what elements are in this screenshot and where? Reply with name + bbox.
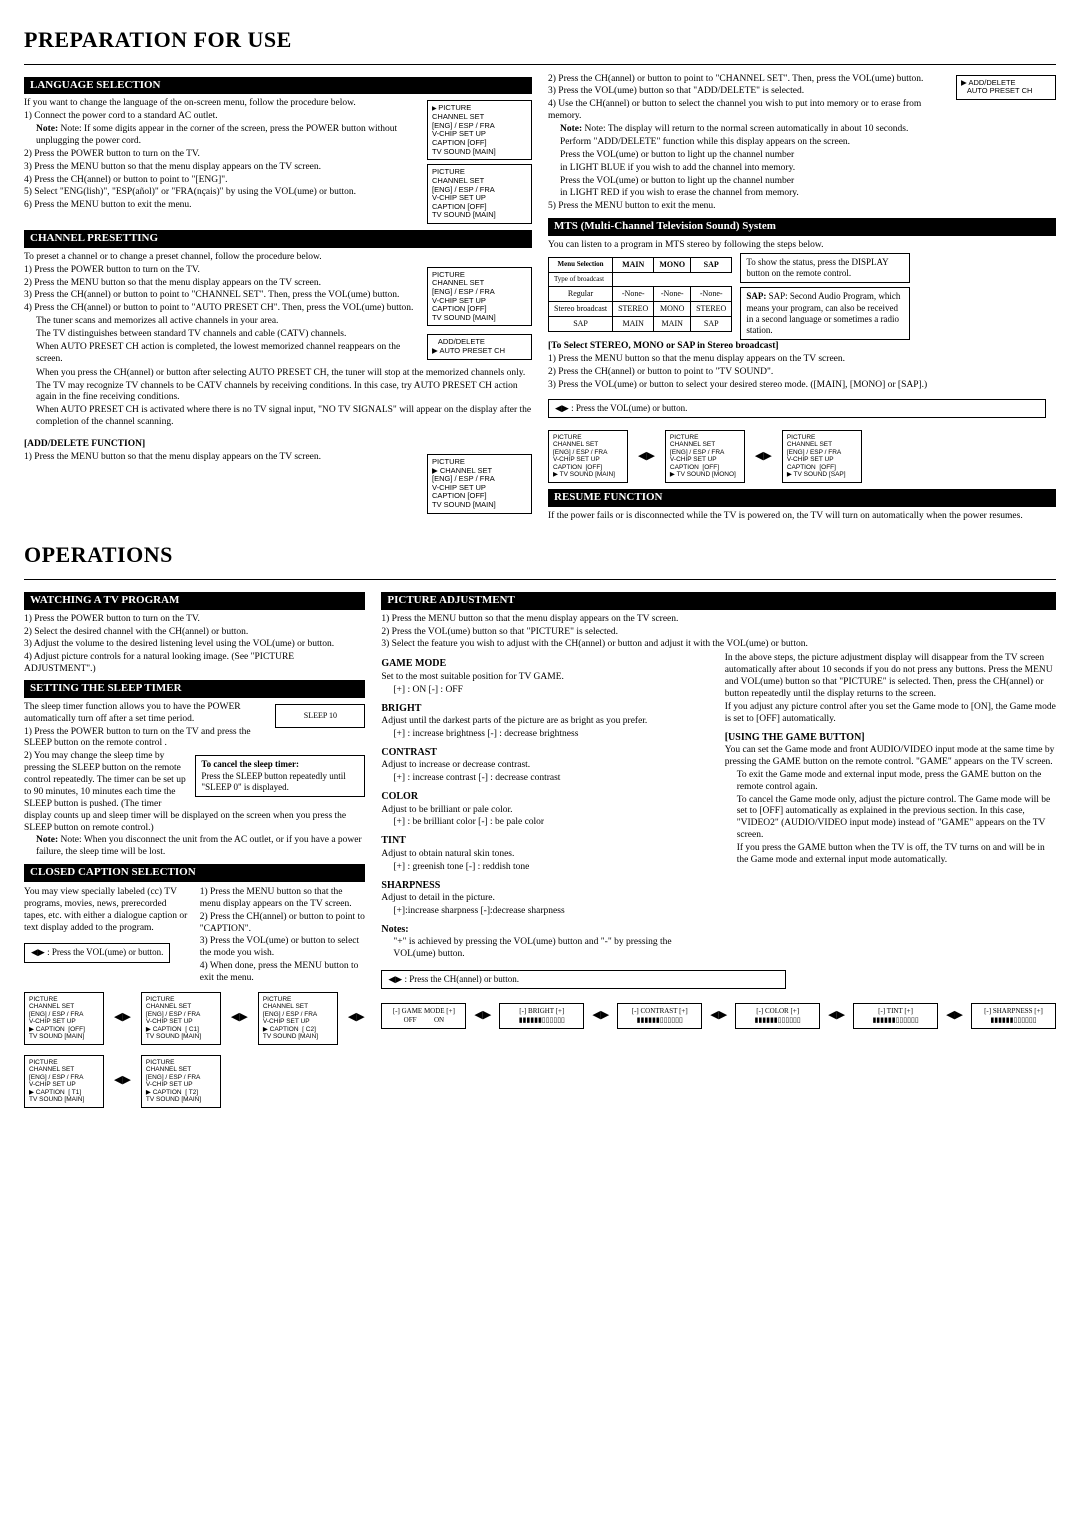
mts-table: Menu SelectionMAINMONOSAP Type of broadc… [548,257,732,332]
w1: 1) Press the POWER button to turn on the… [24,614,365,626]
w2: 2) Select the desired channel with the C… [24,627,365,639]
rp2: Press the VOL(ume) or button to light up… [548,150,1056,162]
cc-vol: ◀▶ : Press the VOL(ume) or button. [24,943,170,962]
cc-menurow: PICTURE CHANNEL SET [ENG] / ESP / FRA V-… [24,992,365,1108]
mts-intro: You can listen to a program in MTS stere… [548,240,1056,252]
cc-r1: 1) Press the MENU button so that the men… [200,887,366,911]
menu-box-5: PICTURE ▶ CHANNEL SET [ENG] / ESP / FRA … [427,454,532,514]
cl: Adjust to be brilliant or pale color. [381,805,712,817]
sec-watch: WATCHING A TV PROGRAM [24,592,365,610]
ti: Adjust to obtain natural skin tones. [381,849,712,861]
mts-s1: 1) Press the MENU button so that the men… [548,354,1056,366]
sl-note: Note: Note: When you disconnect the unit… [24,835,365,859]
sec-chpre: CHANNEL PRESETTING [24,230,532,248]
gm2: [+] : ON [-] : OFF [381,685,712,697]
cc-r4: 4) When done, press the MENU button to e… [200,961,366,985]
adddel-h: [ADD/DELETE FUNCTION] [24,439,145,449]
gauge-sharpness: [-] SHARPNESS [+]▮▮▮▮▮▮▯▯▯▯▯▯ [971,1003,1056,1029]
menu-box-2: PICTURE CHANNEL SET [ENG] / ESP / FRA V-… [427,164,532,224]
rp4: Press the VOL(ume) or button to light up… [548,176,1056,188]
menu-box-1: PICTURE CHANNEL SET [ENG] / ESP / FRA V-… [427,100,532,160]
brh: BRIGHT [381,703,712,716]
sec-lang: LANGUAGE SELECTION [24,77,532,95]
sl-1: 1) Press the POWER button to turn on the… [24,727,365,751]
rn: Note: Note: The display will return to t… [548,124,1056,136]
sl-cancel: To cancel the sleep timer:Press the SLEE… [195,755,365,797]
sec-cc: CLOSED CAPTION SELECTION [24,864,365,882]
pic-2: 2) Press the VOL(ume) button so that "PI… [381,627,1056,639]
gauge-game mode: [-] GAME MODE [+]OFF ON [381,1003,466,1029]
noh: Notes: [381,924,712,937]
chpre-t6: When AUTO PRESET CH is activated where t… [24,405,532,429]
mts-side2: SAP: SAP: Second Audio Program, which me… [740,287,910,340]
cc-r2: 2) Press the CH(annel) or button to poin… [200,912,366,936]
gauge-contrast: [-] CONTRAST [+]▮▮▮▮▮▮▯▯▯▯▯▯ [617,1003,702,1029]
mts-selh: [To Select STEREO, MONO or SAP in Stereo… [548,341,779,351]
tih: TINT [381,835,712,848]
cc-intro: You may view specially labeled (cc) TV p… [24,887,190,935]
w3: 3) Adjust the volume to the desired list… [24,639,365,651]
gb3: To cancel the Game mode only, adjust the… [725,795,1056,843]
sleep10: SLEEP 10 [275,704,365,728]
shh: SHARPNESS [381,880,712,893]
br: Adjust until the darkest parts of the pi… [381,716,712,728]
gb2: To exit the Game mode and external input… [725,770,1056,794]
coh: CONTRAST [381,747,712,760]
cc-menu-4: PICTURE CHANNEL SET [ENG] / ESP / FRA V-… [141,1055,221,1108]
ti2: [+] : greenish tone [-] : reddish tone [381,862,712,874]
mts-s2: 2) Press the CH(annel) or button to poin… [548,367,1056,379]
adbox: ▶ ADD/DELETE AUTO PRESET CH [956,75,1056,100]
gauge-tint: [-] TINT [+]▮▮▮▮▮▮▯▯▯▯▯▯ [853,1003,938,1029]
h1-prep: PREPARATION FOR USE [24,26,1056,54]
sec-resume: RESUME FUNCTION [548,489,1056,507]
cc-r3: 3) Press the VOL(ume) or button to selec… [200,936,366,960]
pic-3: 3) Select the feature you wish to adjust… [381,639,1056,651]
mts-menurow: PICTURE CHANNEL SET [ENG] / ESP / FRA V-… [548,430,1056,483]
r5: 5) Press the MENU button to exit the men… [548,201,1056,213]
chpre-intro: To preset a channel or to change a prese… [24,252,532,264]
gb4: If you press the GAME button when the TV… [725,843,1056,867]
adjrow: [-] GAME MODE [+]OFF ON◀▶[-] BRIGHT [+]▮… [381,1003,1056,1029]
gmh: GAME MODE [381,658,712,671]
gb1: You can set the Game mode and front AUDI… [725,745,1056,769]
gauge-bright: [-] BRIGHT [+]▮▮▮▮▮▮▯▯▯▯▯▯ [499,1003,584,1029]
pic-chbtn: ◀▶ : Press the CH(annel) or button. [381,970,786,989]
clh: COLOR [381,791,712,804]
co2: [+] : increase contrast [-] : decrease c… [381,773,712,785]
sh: Adjust to detail in the picture. [381,893,712,905]
resume-t: If the power fails or is disconnected wh… [548,511,1056,523]
sec-mts: MTS (Multi-Channel Television Sound) Sys… [548,218,1056,236]
rp3: in LIGHT BLUE if you wish to add the cha… [548,163,1056,175]
gauge-color: [-] COLOR [+]▮▮▮▮▮▮▯▯▯▯▯▯ [735,1003,820,1029]
r4: 4) Use the CH(annel) or button to select… [548,99,1056,123]
rp1: Perform "ADD/DELETE" function while this… [548,137,1056,149]
rp5: in LIGHT RED if you wish to erase the ch… [548,188,1056,200]
w4: 4) Adjust picture controls for a natural… [24,652,365,676]
chpre-t4: When you press the CH(annel) or button a… [24,368,532,380]
gm: Set to the most suitable position for TV… [381,672,712,684]
cc-menu-3: PICTURE CHANNEL SET [ENG] / ESP / FRA V-… [24,1055,104,1108]
sec-pic: PICTURE ADJUSTMENT [381,592,1056,610]
rp2: If you adjust any picture control after … [725,702,1056,726]
h1-op: OPERATIONS [24,541,1056,569]
cc-menu-0: PICTURE CHANNEL SET [ENG] / ESP / FRA V-… [24,992,104,1045]
chpre-t5: The TV may recognize TV channels to be C… [24,381,532,405]
gbh: [USING THE GAME BUTTON] [725,732,1056,745]
mts-side1: To show the status, press the DISPLAY bu… [740,253,910,284]
br2: [+] : increase brightness [-] : decrease… [381,729,712,741]
co: Adjust to increase or decrease contrast. [381,760,712,772]
mts-vol: ◀▶ : Press the VOL(ume) or button. [548,399,1046,418]
cc-menu-1: PICTURE CHANNEL SET [ENG] / ESP / FRA V-… [141,992,221,1045]
cc-menu-2: PICTURE CHANNEL SET [ENG] / ESP / FRA V-… [258,992,338,1045]
menu-box-3: PICTURE CHANNEL SET [ENG] / ESP / FRA V-… [427,267,532,327]
rp1: In the above steps, the picture adjustme… [725,653,1056,701]
sh2: [+]:increase sharpness [-]:decrease shar… [381,906,712,918]
pic-1: 1) Press the MENU button so that the men… [381,614,1056,626]
no: "+" is achieved by pressing the VOL(ume)… [381,937,712,961]
sec-sleep: SETTING THE SLEEP TIMER [24,680,365,698]
mts-s3: 3) Press the VOL(ume) or button to selec… [548,380,1056,392]
cl2: [+] : be brilliant color [-] : be pale c… [381,817,712,829]
menu-box-4: ADD/DELETE ▶ AUTO PRESET CH [427,334,532,359]
